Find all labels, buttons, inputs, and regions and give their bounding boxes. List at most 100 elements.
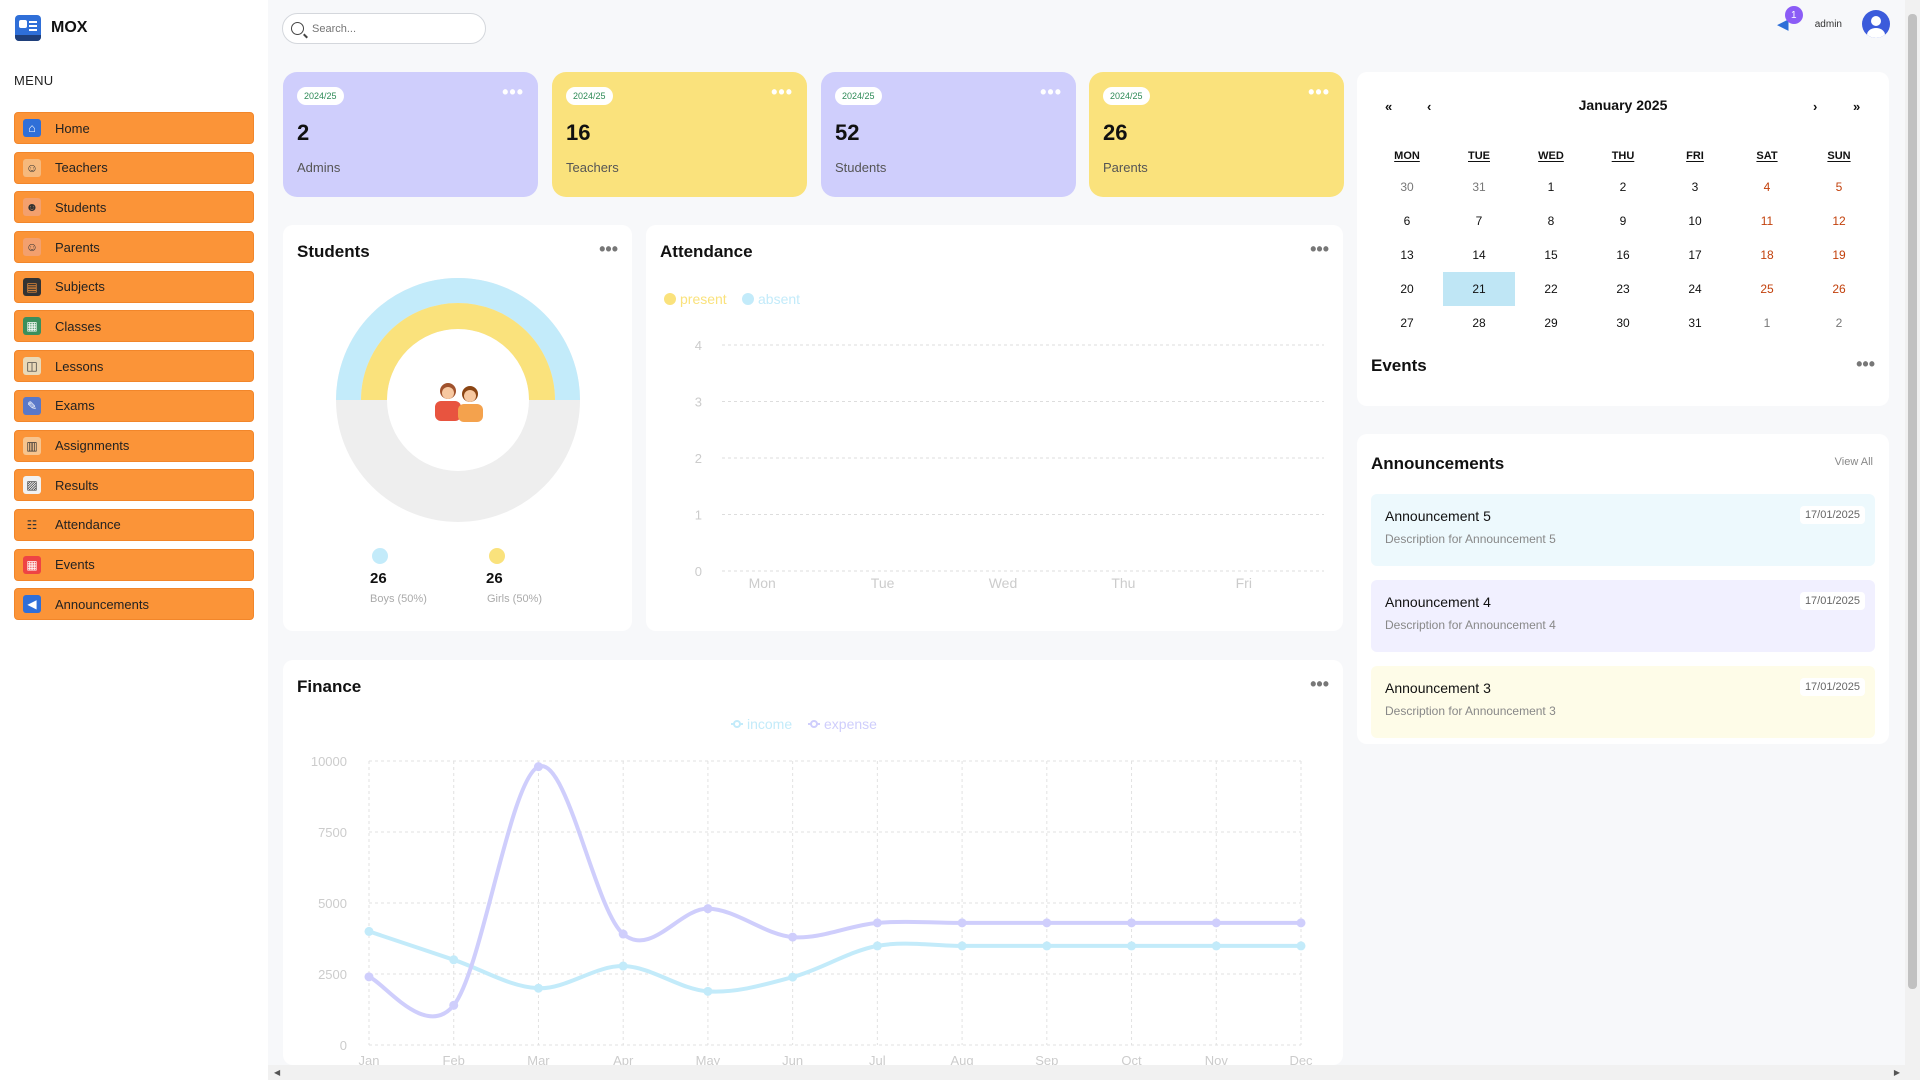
- boys-label: Boys (50%): [370, 593, 427, 605]
- sidebar-item-label: Subjects: [55, 279, 105, 295]
- sidebar-item-results[interactable]: ▨ Results: [14, 469, 254, 502]
- calendar-day[interactable]: 26: [1832, 282, 1846, 296]
- x-tick-label: Jan: [359, 1053, 380, 1065]
- announcement-item[interactable]: Announcement 4 Description for Announcem…: [1371, 580, 1875, 652]
- sidebar-item-label: Teachers: [55, 160, 108, 176]
- card-more-button[interactable]: •••: [502, 82, 524, 102]
- calendar-day[interactable]: 11: [1760, 214, 1774, 228]
- calendar-day[interactable]: 31: [1472, 180, 1486, 194]
- girls-label: Girls (50%): [487, 593, 543, 605]
- sidebar-item-lessons[interactable]: ◫ Lessons: [14, 350, 254, 383]
- scroll-left-icon[interactable]: ◀: [274, 1068, 281, 1077]
- calendar-day[interactable]: 2: [1835, 316, 1843, 330]
- year-badge: 2024/25: [566, 87, 613, 105]
- sidebar-item-announcements[interactable]: ◀ Announcements: [14, 588, 254, 621]
- calendar-day[interactable]: 19: [1832, 248, 1846, 262]
- search-box[interactable]: [282, 13, 486, 44]
- announcement-button[interactable]: ◀︎ 1: [1771, 6, 1803, 36]
- calendar-day[interactable]: 23: [1616, 282, 1630, 296]
- sidebar-item-events[interactable]: ▦ Events: [14, 548, 254, 581]
- girls-legend-dot: [489, 548, 505, 564]
- sidebar-item-home[interactable]: ⌂ Home: [14, 112, 254, 144]
- calendar-day[interactable]: 1: [1763, 316, 1771, 330]
- x-tick-label: Feb: [443, 1053, 465, 1065]
- sidebar-item-subjects[interactable]: ▤ Subjects: [14, 270, 254, 303]
- sidebar-item-teachers[interactable]: ☺ Teachers: [14, 151, 254, 184]
- calendar-day[interactable]: 3: [1691, 180, 1699, 194]
- calendar-day[interactable]: 6: [1403, 214, 1411, 228]
- point-expense: [364, 972, 374, 982]
- calendar-day[interactable]: 30: [1400, 180, 1414, 194]
- next-year-button[interactable]: »: [1853, 99, 1861, 114]
- logo[interactable]: MOX: [15, 15, 87, 41]
- calendar-day[interactable]: 7: [1475, 214, 1483, 228]
- calendar-day[interactable]: 14: [1472, 248, 1486, 262]
- sidebar-item-label: Home: [55, 120, 90, 136]
- stat-label: Teachers: [566, 160, 619, 175]
- calendar-day[interactable]: 10: [1688, 214, 1702, 228]
- calendar-day[interactable]: 31: [1688, 316, 1702, 330]
- weekday-label: THU: [1611, 150, 1635, 162]
- calendar-day[interactable]: 25: [1760, 282, 1774, 296]
- sidebar-item-attendance[interactable]: ☷ Attendance: [14, 508, 254, 541]
- menu-title: MENU: [14, 73, 54, 88]
- finance-title: Finance: [297, 677, 362, 696]
- stat-value: 2: [297, 120, 310, 145]
- attendance-more-button[interactable]: •••: [1310, 239, 1329, 259]
- announcement-item[interactable]: Announcement 3 Description for Announcem…: [1371, 666, 1875, 738]
- announcement-item[interactable]: Announcement 5 Description for Announcem…: [1371, 494, 1875, 566]
- calendar-day[interactable]: 17: [1688, 248, 1702, 262]
- calendar-day[interactable]: 8: [1547, 214, 1555, 228]
- calendar-day[interactable]: 29: [1544, 316, 1558, 330]
- vertical-scrollbar[interactable]: [1905, 0, 1920, 1065]
- prev-month-button[interactable]: ‹: [1427, 99, 1432, 114]
- announcement-date: 17/01/2025: [1799, 678, 1865, 696]
- finance-panel: Finance ••• income expense 0 2500 5000 7500 10…: [283, 660, 1343, 1065]
- finance-more-button[interactable]: •••: [1310, 674, 1329, 694]
- sidebar-item-parents[interactable]: ☺ Parents: [14, 231, 254, 264]
- events-more-button[interactable]: •••: [1856, 354, 1875, 374]
- calendar-day[interactable]: 30: [1616, 316, 1630, 330]
- calendar-day[interactable]: 20: [1400, 282, 1414, 296]
- next-month-button[interactable]: ›: [1813, 99, 1818, 114]
- calendar-day[interactable]: 4: [1763, 180, 1771, 194]
- point-income: [703, 986, 713, 996]
- calendar-day[interactable]: 24: [1688, 282, 1702, 296]
- search-input[interactable]: [312, 22, 472, 35]
- card-more-button[interactable]: •••: [1308, 82, 1330, 102]
- calendar-day[interactable]: 12: [1832, 214, 1846, 228]
- prev-year-button[interactable]: «: [1385, 99, 1393, 114]
- view-all-link[interactable]: View All: [1834, 456, 1873, 468]
- calendar-day[interactable]: 5: [1835, 180, 1843, 194]
- card-more-button[interactable]: •••: [1040, 82, 1062, 102]
- point-expense: [1211, 918, 1221, 928]
- sidebar-item-exams[interactable]: ✎ Exams: [14, 389, 254, 422]
- calendar-day[interactable]: 13: [1400, 248, 1414, 262]
- calendar-day[interactable]: 16: [1616, 248, 1630, 262]
- stat-value: 26: [1103, 120, 1128, 145]
- avatar[interactable]: [1862, 10, 1890, 38]
- announcement-description: Description for Announcement 3: [1385, 704, 1556, 718]
- horizontal-scrollbar[interactable]: ◀ ▶: [268, 1065, 1920, 1080]
- scroll-right-icon[interactable]: ▶: [1893, 1068, 1900, 1077]
- sidebar-item-classes[interactable]: ▦ Classes: [14, 310, 254, 343]
- sidebar-item-students[interactable]: ☻ Students: [14, 191, 254, 224]
- vertical-scroll-thumb[interactable]: [1908, 14, 1917, 989]
- students-more-button[interactable]: •••: [599, 239, 618, 259]
- calendar-day[interactable]: 18: [1760, 248, 1774, 262]
- calendar-day[interactable]: 1: [1547, 180, 1555, 194]
- calendar-day[interactable]: 15: [1544, 248, 1558, 262]
- card-more-button[interactable]: •••: [771, 82, 793, 102]
- announcement-description: Description for Announcement 5: [1385, 532, 1556, 546]
- sidebar-item-label: Assignments: [55, 438, 130, 453]
- calendar-day[interactable]: 27: [1400, 316, 1414, 330]
- calendar-day[interactable]: 21: [1443, 272, 1515, 306]
- calendar-day[interactable]: 2: [1619, 180, 1627, 194]
- calendar-day[interactable]: 28: [1472, 316, 1486, 330]
- calendar-day[interactable]: 22: [1544, 282, 1558, 296]
- sidebar-menu: ⌂ Home ☺ Teachers ☻ Students ☺ Parents ▤ Subjects…: [14, 112, 254, 628]
- sidebar-item-assignments[interactable]: ▥ Assignments: [14, 429, 254, 462]
- y-tick-label: 2: [695, 451, 702, 466]
- calendar-day[interactable]: 9: [1619, 214, 1627, 228]
- sidebar-item-label: Attendance: [55, 517, 121, 533]
